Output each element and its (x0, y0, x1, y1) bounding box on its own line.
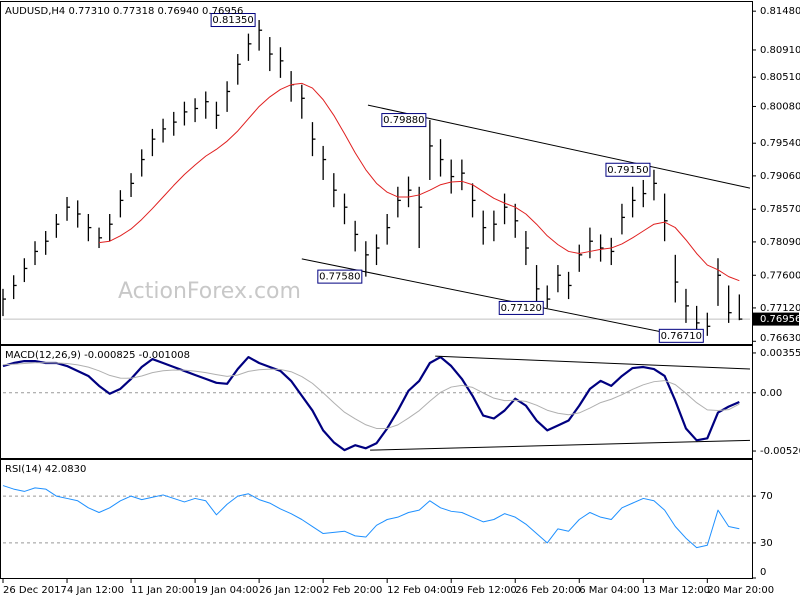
series-line (98, 82, 740, 282)
panel-title: MACD(12,26,9) -0.000825 -0.001008 (5, 350, 190, 361)
price-label-box (317, 269, 363, 284)
series-line (2, 355, 740, 452)
y-tick-label: 0.77600 (760, 270, 800, 281)
price-label: 0.77580 (319, 272, 360, 283)
y-tick-label: 0.78570 (760, 204, 800, 215)
price-label-box (498, 300, 544, 315)
panel-title: RSI(14) 42.0830 (5, 464, 86, 475)
y-tick-label: 70 (760, 491, 773, 502)
panel-frame (0, 1, 753, 345)
price-label-box (381, 113, 427, 128)
x-tick-label: 2 Feb 20:00 (323, 585, 382, 596)
x-tick-label: 26 Feb 20:00 (515, 585, 581, 596)
trendline (370, 439, 751, 451)
x-tick-label: 13 Mar 12:00 (643, 585, 710, 596)
x-tick-label: 4 Jan 12:00 (67, 585, 124, 596)
last-price-box (752, 312, 799, 326)
price-label: 0.76710 (661, 331, 702, 342)
series-line (2, 485, 740, 549)
panel-frame (0, 345, 753, 459)
panel-frame (0, 459, 753, 579)
y-tick-label: 0.77120 (760, 303, 800, 314)
price-label: 0.79150 (607, 165, 648, 176)
y-tick-label: 0.81480 (760, 6, 800, 17)
x-tick-label: 26 Jan 12:00 (259, 585, 322, 596)
series-line (2, 362, 740, 429)
y-tick-label: -0.005207 (760, 446, 800, 457)
y-tick-label: 0.00 (760, 388, 782, 399)
x-tick-label: 20 Mar 20:00 (707, 585, 774, 596)
y-tick-label: 0.78090 (760, 237, 800, 248)
y-tick-label: 0.80910 (760, 45, 800, 56)
x-tick-label: 19 Jan 04:00 (195, 585, 258, 596)
y-tick-label: 0 (760, 567, 766, 578)
x-tick-label: 19 Feb 12:00 (451, 585, 517, 596)
trendline (435, 355, 751, 370)
panel-title: AUDUSD,H4 0.77310 0.77318 0.76940 0.7695… (5, 6, 243, 17)
x-tick-label: 6 Mar 04:00 (579, 585, 639, 596)
y-tick-label: 0.79060 (760, 171, 800, 182)
price-label: 0.79880 (383, 115, 424, 126)
y-tick-label: 0.80510 (760, 72, 800, 83)
price-label-box (210, 13, 256, 28)
y-tick-label: 0.003559 (760, 348, 800, 359)
price-label: 0.77120 (501, 303, 542, 314)
y-tick-label: 0.76630 (760, 333, 800, 344)
y-tick-label: 0.80080 (760, 101, 800, 112)
trendline (301, 258, 702, 341)
price-label-box (658, 328, 704, 343)
x-tick-label: 26 Dec 2017 (3, 585, 67, 596)
x-tick-label: 11 Jan 20:00 (131, 585, 194, 596)
watermark: ActionForex.com (118, 279, 301, 304)
price-label-box (605, 162, 651, 177)
x-tick-label: 12 Feb 04:00 (387, 585, 453, 596)
y-tick-label: 0.79540 (760, 138, 800, 149)
y-tick-label: 30 (760, 538, 773, 549)
trendline (367, 104, 751, 189)
price-label: 0.81350 (212, 15, 253, 26)
last-price-label: 0.76956 (760, 314, 800, 325)
